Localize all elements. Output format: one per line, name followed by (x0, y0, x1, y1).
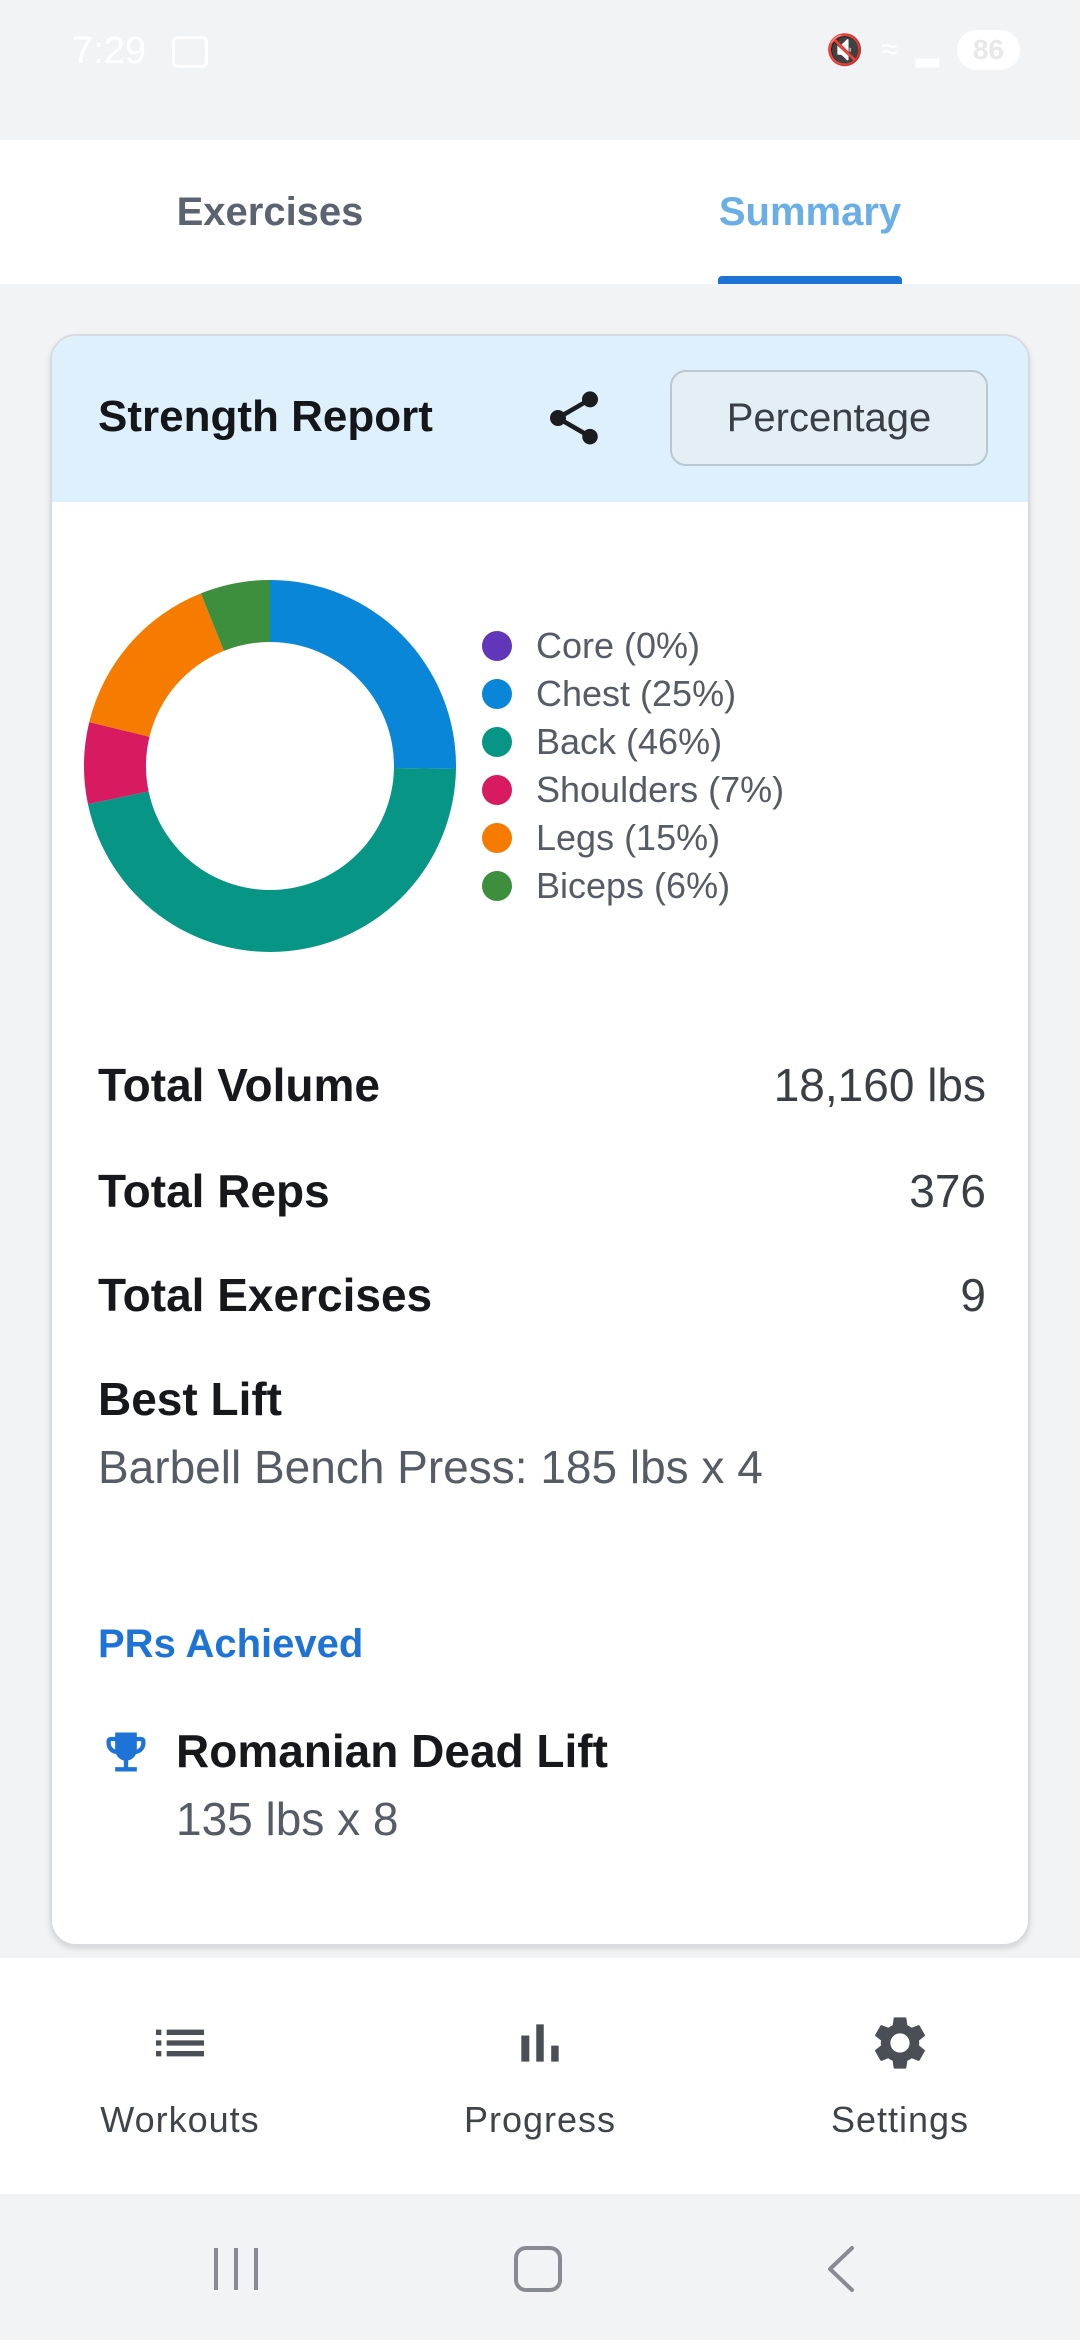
legend-swatch (482, 775, 512, 805)
legend-swatch (482, 631, 512, 661)
stat-label: Total Reps (98, 1165, 330, 1217)
share-icon[interactable] (542, 386, 606, 450)
strength-report-card: Strength Report Percentage Core (0%) Ches… (50, 334, 1030, 1946)
best-lift-value: Barbell Bench Press: 185 lbs x 4 (98, 1441, 763, 1493)
percentage-button[interactable]: Percentage (670, 370, 988, 466)
legend-label: Shoulders (7%) (536, 769, 785, 810)
tab-summary[interactable]: Summary (540, 140, 1080, 284)
legend-label: Chest (25%) (536, 673, 737, 714)
stat-value: 376 (909, 1165, 986, 1217)
back-icon[interactable] (820, 2244, 860, 2294)
legend-label: Core (0%) (536, 625, 701, 666)
bottom-navigation: Workouts Progress Settings (0, 1958, 1080, 2194)
signal-icon: ▂ (915, 33, 939, 67)
tab-exercises-label: Exercises (176, 189, 364, 234)
muscle-group-donut-chart (84, 580, 456, 952)
legend-swatch (482, 679, 512, 709)
chart-legend: Core (0%) Chest (25%) Back (46%) Shoulders … (482, 622, 982, 910)
mute-icon: 🔇 (825, 33, 864, 67)
pr-exercise-detail: 135 lbs x 8 (176, 1793, 399, 1845)
pr-exercise-name: Romanian Dead Lift (176, 1725, 608, 1777)
tab-bar: Exercises Summary (0, 140, 1080, 284)
tab-summary-label: Summary (718, 189, 902, 234)
legend-item-biceps: Biceps (6%) (482, 862, 982, 910)
percentage-button-label: Percentage (726, 395, 932, 440)
legend-label: Biceps (6%) (536, 865, 731, 906)
status-bar: 7:29 🔇 ≈ ▂ 86 (0, 0, 1080, 140)
prs-achieved-title: PRs Achieved (98, 1622, 364, 1666)
legend-label: Back (46%) (536, 721, 723, 762)
donut-slice-legs (89, 593, 224, 737)
donut-slice-chest (270, 580, 456, 769)
nav-progress-label: Progress (463, 2099, 617, 2140)
active-tab-indicator (718, 276, 902, 284)
battery-indicator: 86 (956, 30, 1020, 70)
legend-item-legs: Legs (15%) (482, 814, 982, 862)
stat-label: Total Exercises (98, 1269, 433, 1321)
legend-item-back: Back (46%) (482, 718, 982, 766)
stat-value: 9 (960, 1269, 986, 1321)
home-icon[interactable] (512, 2244, 564, 2294)
tab-exercises[interactable]: Exercises (0, 140, 540, 284)
nav-settings[interactable]: Settings (720, 1958, 1080, 2194)
nav-progress[interactable]: Progress (360, 1958, 720, 2194)
legend-label: Legs (15%) (536, 817, 721, 858)
status-time: 7:29 (72, 30, 146, 72)
screenshot-icon (172, 36, 208, 68)
legend-swatch (482, 727, 512, 757)
status-icons: 🔇 ≈ ▂ 86 (826, 30, 1020, 70)
report-title: Strength Report (98, 392, 433, 441)
stat-total-volume: Total Volume 18,160 lbs (98, 1058, 986, 1112)
trophy-icon (106, 1732, 146, 1772)
wifi-icon: ≈ (881, 33, 898, 66)
legend-swatch (482, 823, 512, 853)
stat-total-reps: Total Reps 376 (98, 1164, 986, 1218)
list-icon (156, 2029, 204, 2057)
donut-slice-back (87, 767, 456, 952)
nav-workouts-label: Workouts (100, 2099, 260, 2140)
legend-swatch (482, 871, 512, 901)
legend-item-chest: Chest (25%) (482, 670, 982, 718)
system-navigation-bar (0, 2194, 1080, 2340)
gear-icon (875, 2017, 925, 2069)
stat-label: Total Volume (98, 1059, 380, 1111)
best-lift-label: Best Lift (98, 1373, 282, 1425)
donut-slice-biceps (200, 580, 270, 651)
stat-total-exercises: Total Exercises 9 (98, 1268, 986, 1322)
nav-settings-label: Settings (830, 2099, 970, 2140)
donut-slice-shoulders (84, 722, 150, 805)
recent-apps-icon[interactable] (210, 2244, 262, 2294)
stat-value: 18,160 lbs (773, 1059, 986, 1111)
nav-workouts[interactable]: Workouts (0, 1958, 360, 2194)
bar-chart-icon (521, 2024, 559, 2062)
card-header: Strength Report Percentage (52, 336, 1028, 502)
legend-item-core: Core (0%) (482, 622, 982, 670)
legend-item-shoulders: Shoulders (7%) (482, 766, 982, 814)
